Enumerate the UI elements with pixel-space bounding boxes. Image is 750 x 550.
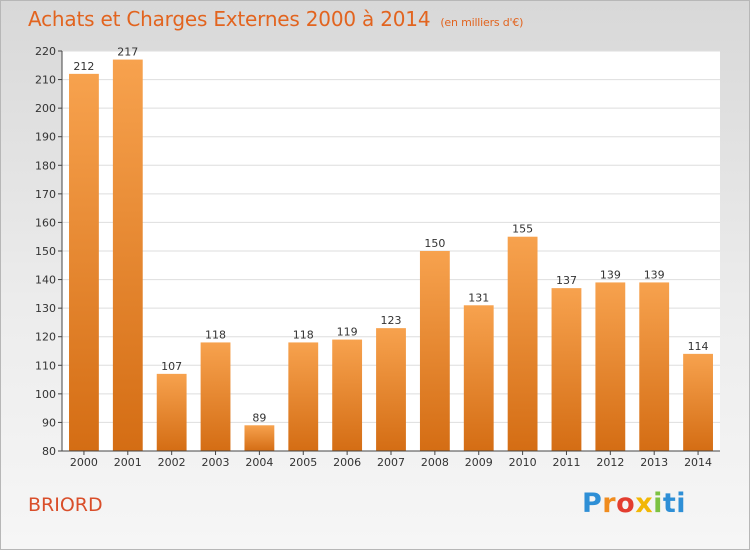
y-tick-label: 210 [35,74,56,87]
x-tick-label: 2013 [640,456,668,469]
bar-value-label: 150 [424,237,445,250]
logo-letter: t [662,488,677,519]
y-tick-label: 160 [35,216,56,229]
y-tick-label: 220 [35,45,56,58]
y-tick-label: 180 [35,159,56,172]
bar-2012 [595,282,626,451]
bar-value-label: 131 [468,291,489,304]
x-tick-label: 2001 [114,456,142,469]
bar-value-label: 139 [644,268,665,281]
bar-2000 [69,73,99,451]
bar-2011 [551,288,582,451]
chart-title: Achats et Charges Externes 2000 à 2014 (e… [28,7,523,31]
bar-value-label: 139 [600,268,621,281]
logo-letter: i [676,488,687,519]
x-tick-label: 2012 [596,456,624,469]
x-tick-label: 2007 [377,456,405,469]
logo-letter: o [616,488,636,519]
y-tick-label: 80 [42,445,56,458]
y-tick-label: 140 [35,274,56,287]
x-tick-label: 2014 [684,456,712,469]
chart-title-text: Achats et Charges Externes 2000 à 2014 [28,7,431,31]
y-tick-label: 130 [35,302,56,315]
bar-2014 [683,353,713,451]
proxiti-logo: Proxiti [582,488,686,519]
bar-value-label: 114 [688,340,709,353]
x-tick-label: 2004 [245,456,273,469]
x-tick-label: 2002 [158,456,186,469]
x-tick-label: 2011 [552,456,580,469]
bar-value-label: 137 [556,274,577,287]
y-tick-label: 200 [35,102,56,115]
bar-value-label: 155 [512,223,533,236]
bar-value-label: 107 [161,360,182,373]
x-tick-label: 2000 [70,456,98,469]
x-tick-label: 2008 [421,456,449,469]
bar-2007 [376,328,406,451]
bar-2005 [288,342,319,451]
logo-letter: i [653,488,663,519]
y-tick-label: 100 [35,388,56,401]
logo-letter: r [602,488,617,519]
bar-value-label: 118 [205,328,226,341]
bar-2003 [200,342,231,451]
bar-value-label: 217 [117,46,138,59]
bar-2008 [419,251,450,451]
bar-value-label: 119 [337,326,358,339]
chart-subtitle: (en milliers d'€) [440,16,524,29]
bar-2002 [156,373,187,451]
y-tick-label: 190 [35,131,56,144]
bar-2006 [332,339,363,451]
x-tick-label: 2005 [289,456,317,469]
bar-2001 [112,59,143,451]
y-tick-label: 90 [42,416,56,429]
bars: 212 217 107 118 89 118 119 123 150 131 155 137 139 13… [69,46,713,451]
bar-value-label: 212 [73,60,94,73]
bar-value-label: 118 [293,328,314,341]
bar-2004 [244,425,275,451]
bar-2009 [463,305,494,451]
commune-name: BRIORD [28,494,103,516]
x-tick-label: 2010 [509,456,537,469]
x-tick-label: 2009 [465,456,493,469]
y-tick-label: 110 [35,359,56,372]
x-tick-label: 2006 [333,456,361,469]
bar-2013 [639,282,670,451]
bar-2010 [507,236,538,451]
logo-letter: P [582,488,603,519]
x-tick-label: 2003 [202,456,230,469]
y-tick-label: 120 [35,331,56,344]
axes: 8090100110120130140150160170180190200210… [35,45,720,469]
y-tick-label: 170 [35,188,56,201]
bar-value-label: 89 [252,411,266,424]
bar-value-label: 123 [381,314,402,327]
logo-letter: x [635,488,654,519]
y-tick-label: 150 [35,245,56,258]
